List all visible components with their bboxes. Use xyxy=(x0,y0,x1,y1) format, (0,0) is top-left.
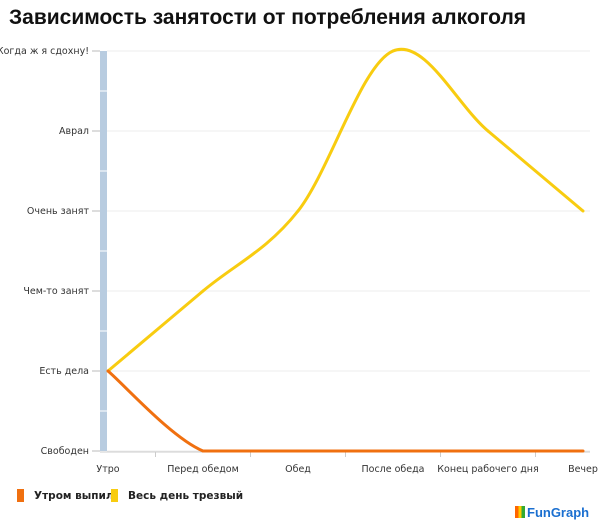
y-tick-label: Свободен xyxy=(41,446,89,457)
data-point xyxy=(296,209,300,213)
data-point xyxy=(296,449,300,453)
y-tick-label: Чем-то занят xyxy=(23,286,89,297)
x-tick-label: Перед обедом xyxy=(167,464,239,475)
data-point xyxy=(201,449,205,453)
y-tick-label: Есть дела xyxy=(39,366,89,377)
data-point xyxy=(581,209,585,213)
data-point xyxy=(106,369,110,373)
x-tick-label: Вечер xyxy=(568,464,598,475)
legend-swatch xyxy=(111,489,118,502)
data-point xyxy=(391,449,395,453)
fungraph-logo: FunGraph xyxy=(515,505,589,520)
chart-title: Зависимость занятости от потребления алк… xyxy=(9,6,527,29)
data-point xyxy=(486,129,490,133)
y-tick-label: Аврал xyxy=(59,126,89,137)
y-tick-label: Когда ж я сдохну! xyxy=(0,46,89,57)
legend-item-series-1: Весь день трезвый xyxy=(111,489,243,502)
series-line-0 xyxy=(107,369,583,453)
data-point xyxy=(486,449,490,453)
data-point xyxy=(391,49,395,53)
x-tick-label: После обеда xyxy=(361,464,424,475)
legend-swatch xyxy=(17,489,24,502)
x-tick-label: Обед xyxy=(285,464,311,475)
legend-label: Утром выпил xyxy=(34,489,114,502)
y-tick-label: Очень занят xyxy=(27,206,90,217)
data-point xyxy=(581,449,585,453)
x-tick-label: Конец рабочего дня xyxy=(437,464,538,475)
series-line-1 xyxy=(107,47,584,373)
legend-item-series-0: Утром выпил xyxy=(17,489,114,502)
x-tick-label: Утро xyxy=(96,464,119,475)
legend-label: Весь день трезвый xyxy=(128,489,244,502)
data-point xyxy=(201,289,205,293)
